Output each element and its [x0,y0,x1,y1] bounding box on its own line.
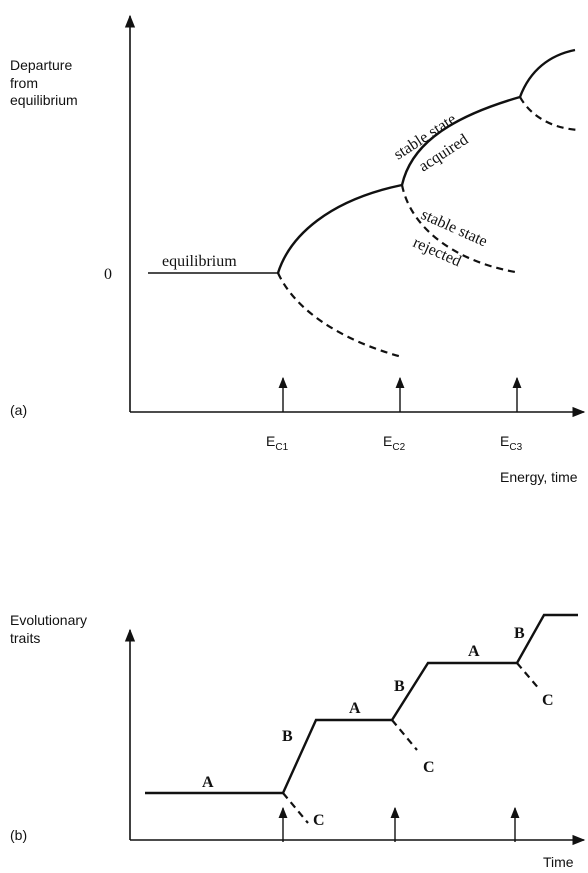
y-label: traits [10,630,40,646]
branch-rejected [400,184,516,274]
threshold-label: EC2 [383,433,406,453]
panel-b: Evolutionary traits A B C A B C A B C (b… [10,612,586,870]
branch [276,183,403,274]
stage-label: B [394,678,405,695]
stage-label: A [202,774,214,791]
trait-path [145,613,578,795]
threshold-label: EC1 [266,433,289,453]
branch [518,48,576,98]
rejected-path [391,719,418,751]
panel-a: Departure from equilibrium 0 equilibrium… [10,14,586,485]
rejected-path [282,792,309,824]
x-label: Time [543,854,574,870]
stage-label: A [468,643,480,660]
stage-label: B [514,625,525,642]
panel-tag: (b) [10,827,27,843]
stage-label: C [313,812,325,829]
stage-label: A [349,700,361,717]
branch-rejected [519,96,579,132]
y-label: Evolutionary [10,612,87,628]
branch [400,95,521,186]
stage-label: C [542,692,554,709]
zero-label: 0 [104,266,112,283]
x-label: Energy, time [500,469,578,485]
rejected-path [516,662,541,691]
branch-rejected [277,272,403,359]
stage-label: B [282,728,293,745]
y-label: from [10,75,38,91]
panel-tag: (a) [10,402,27,418]
y-label: Departure [10,57,72,73]
stage-label: C [423,759,435,776]
y-label: equilibrium [10,92,78,108]
threshold-label: EC3 [500,433,523,453]
equilibrium-label: equilibrium [162,253,237,270]
